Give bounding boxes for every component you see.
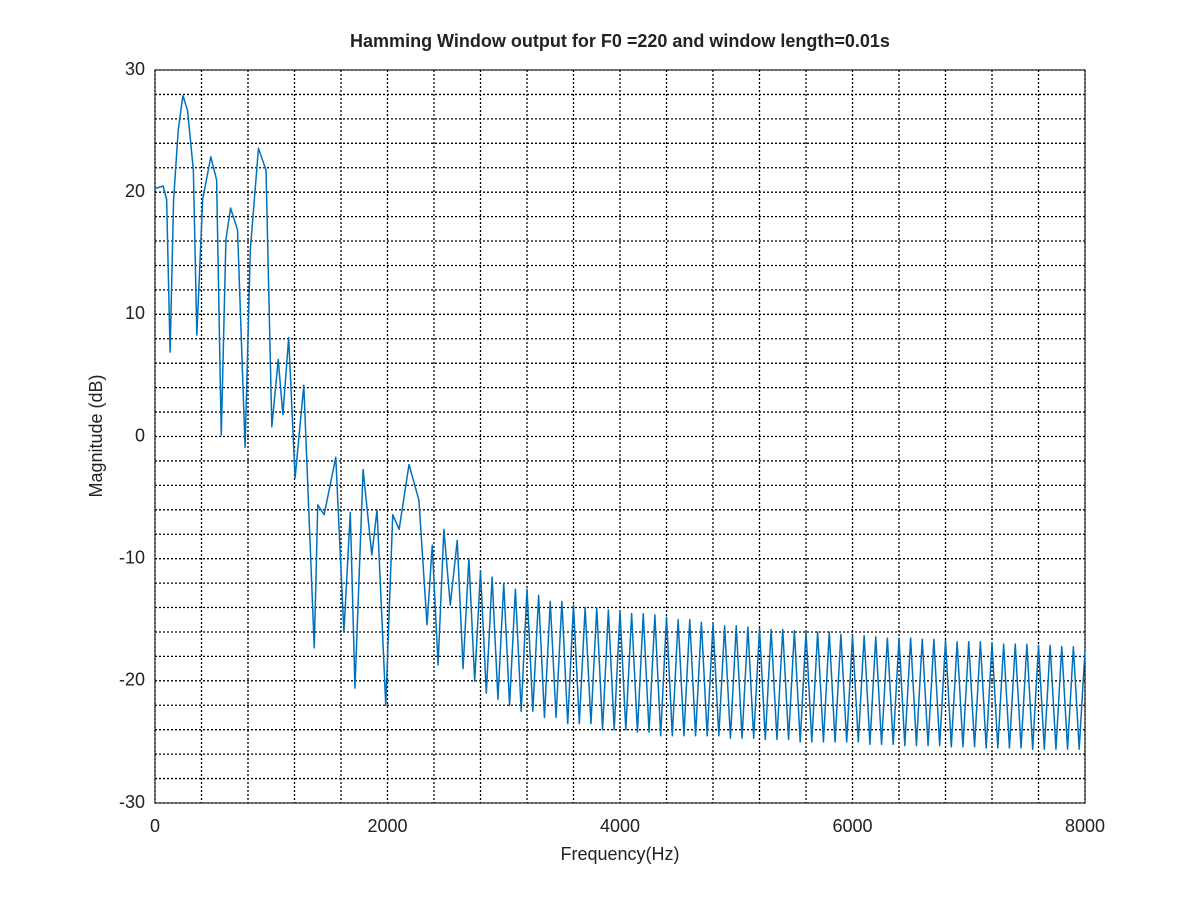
y-tick-label: -20 (119, 670, 145, 690)
y-tick-label: 0 (135, 425, 145, 445)
x-axis-label: Frequency(Hz) (560, 844, 679, 864)
x-tick-label: 8000 (1065, 816, 1105, 836)
data-line (154, 94, 1086, 750)
x-tick-label: 6000 (832, 816, 872, 836)
x-tick-label: 4000 (600, 816, 640, 836)
chart-title: Hamming Window output for F0 =220 and wi… (350, 31, 890, 51)
y-tick-label: -30 (119, 792, 145, 812)
y-tick-label: -10 (119, 547, 145, 567)
y-tick-label: 10 (125, 303, 145, 323)
x-tick-label: 0 (150, 816, 160, 836)
y-axis-label: Magnitude (dB) (86, 374, 106, 497)
y-tick-label: 30 (125, 59, 145, 79)
plot-frame (154, 69, 1086, 804)
y-tick-label: 20 (125, 181, 145, 201)
x-tick-label: 2000 (367, 816, 407, 836)
